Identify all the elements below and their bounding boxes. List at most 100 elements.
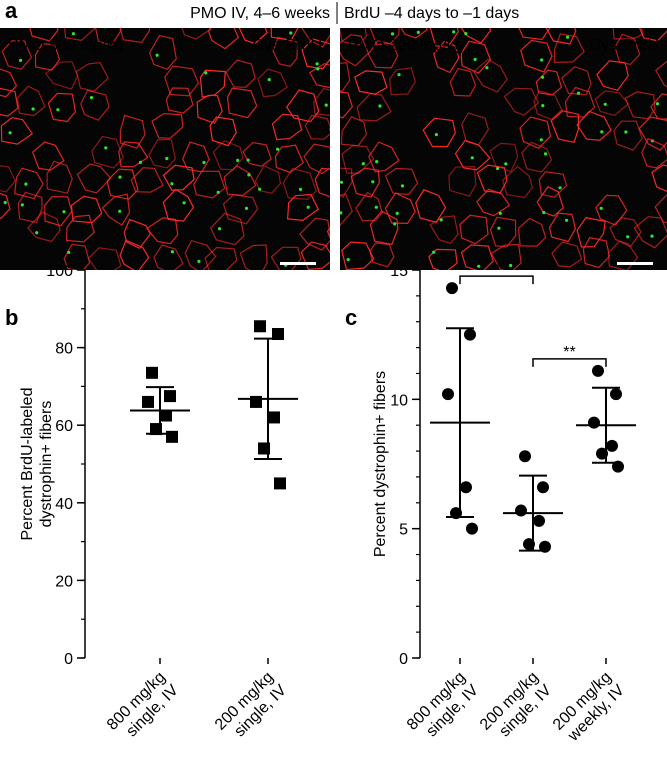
fiber-outline bbox=[388, 67, 416, 96]
nucleus bbox=[390, 32, 395, 36]
nucleus bbox=[324, 103, 328, 107]
data-point bbox=[446, 282, 458, 295]
fiber-outline bbox=[582, 236, 611, 269]
fiber-outline bbox=[162, 188, 195, 222]
fiber-outline bbox=[503, 87, 540, 116]
data-point bbox=[166, 430, 178, 443]
nucleus bbox=[452, 30, 456, 34]
fiber-outline bbox=[299, 217, 330, 251]
fiber-outline bbox=[257, 68, 288, 98]
fiber-outline bbox=[460, 28, 492, 44]
fiber-outline bbox=[123, 218, 152, 250]
x-tick-label: 800 mg/kgsingle, IV bbox=[404, 669, 482, 747]
fiber-outline bbox=[14, 167, 44, 200]
fiber-outline bbox=[164, 65, 200, 97]
nucleus bbox=[258, 187, 262, 191]
fiber-outline bbox=[326, 226, 330, 240]
scale-bar bbox=[617, 262, 653, 265]
fiber-outline bbox=[146, 217, 179, 245]
fiber-outline bbox=[350, 167, 381, 198]
fiber-outline bbox=[489, 216, 517, 248]
fiber-outline bbox=[0, 165, 17, 193]
nucleus bbox=[8, 131, 12, 135]
fiber-outline bbox=[521, 141, 553, 173]
fiber-outline bbox=[624, 91, 656, 120]
y-axis-label-line: dystrophin+ fibers bbox=[38, 401, 55, 528]
fiber-outline bbox=[193, 170, 226, 199]
fiber-outline bbox=[341, 144, 375, 174]
fiber-outline bbox=[34, 43, 61, 71]
fiber-outline bbox=[367, 39, 399, 69]
nucleus bbox=[335, 225, 338, 228]
data-point bbox=[164, 390, 176, 403]
nucleus bbox=[356, 23, 359, 26]
nucleus bbox=[540, 75, 545, 79]
panel-label: c bbox=[345, 305, 357, 330]
fiber-outline bbox=[304, 114, 330, 140]
y-tick-label: 10 bbox=[390, 392, 408, 409]
fiber-outline bbox=[476, 188, 511, 217]
fiber-outline bbox=[17, 191, 43, 224]
fiber-outline bbox=[0, 68, 18, 98]
data-point bbox=[464, 328, 476, 341]
fiber-outline bbox=[576, 110, 612, 141]
fiber-outline bbox=[561, 66, 592, 96]
significance-label: ** bbox=[563, 344, 575, 361]
image-title: PMO 200 mg/kg bbox=[348, 37, 464, 54]
nucleus bbox=[603, 102, 607, 106]
fiber-outline bbox=[595, 194, 628, 226]
nucleus bbox=[62, 210, 66, 214]
fiber-outline bbox=[271, 113, 303, 141]
fiber-outline bbox=[429, 28, 459, 48]
fiber-outline bbox=[638, 28, 667, 42]
fiber-outline bbox=[612, 28, 644, 40]
fiber-outline bbox=[47, 92, 77, 123]
fiber-outline bbox=[226, 87, 258, 119]
fiber-outline bbox=[238, 28, 268, 45]
fiber-outline bbox=[31, 141, 65, 171]
y-tick-label: 80 bbox=[55, 341, 73, 358]
fiber-outline bbox=[429, 215, 459, 244]
nucleus bbox=[498, 211, 502, 215]
fiber-outline bbox=[545, 28, 577, 45]
nucleus bbox=[540, 58, 544, 62]
nucleus bbox=[67, 250, 71, 254]
nucleus bbox=[155, 53, 159, 57]
fiber-outline bbox=[303, 143, 330, 175]
fiber-outline bbox=[44, 196, 73, 227]
fiber-outline bbox=[308, 62, 330, 89]
x-tick-label: 200 mg/kgsingle, IV bbox=[477, 669, 555, 747]
data-point bbox=[592, 364, 604, 377]
data-point bbox=[142, 395, 154, 408]
nucleus bbox=[71, 32, 75, 36]
nucleus bbox=[566, 35, 570, 39]
fiber-outline bbox=[242, 141, 272, 167]
y-tick-label: 15 bbox=[390, 263, 408, 280]
fiber-outline bbox=[70, 195, 103, 224]
fiber-outline bbox=[415, 189, 447, 223]
significance-label: ** bbox=[490, 261, 502, 278]
fiber-outline bbox=[551, 241, 583, 268]
nucleus bbox=[543, 152, 548, 156]
fiber-outline bbox=[162, 164, 195, 191]
image-title: PMO 800 mg/kg bbox=[8, 37, 124, 54]
nucleus bbox=[509, 263, 513, 268]
data-point bbox=[466, 522, 478, 535]
fiber-outline bbox=[65, 214, 95, 243]
nucleus bbox=[45, 23, 48, 26]
significance-bracket bbox=[459, 275, 534, 285]
nucleus bbox=[558, 186, 562, 190]
header: BrdU –4 days to –1 days bbox=[344, 5, 519, 22]
nucleus bbox=[496, 166, 500, 171]
fiber-outline bbox=[472, 58, 509, 93]
header: PMO IV, 4–6 weeks bbox=[190, 5, 330, 22]
nucleus bbox=[236, 158, 240, 162]
nucleus bbox=[599, 206, 603, 210]
fiber-outline bbox=[638, 116, 667, 151]
fiber-outline bbox=[87, 247, 122, 270]
x-tick-label: 200 mg/kgweekly, IV bbox=[550, 669, 628, 747]
fiber-outline bbox=[270, 246, 302, 270]
fiber-outline bbox=[148, 35, 177, 71]
fiber-outline bbox=[550, 110, 580, 143]
fiber-outline bbox=[422, 117, 456, 148]
